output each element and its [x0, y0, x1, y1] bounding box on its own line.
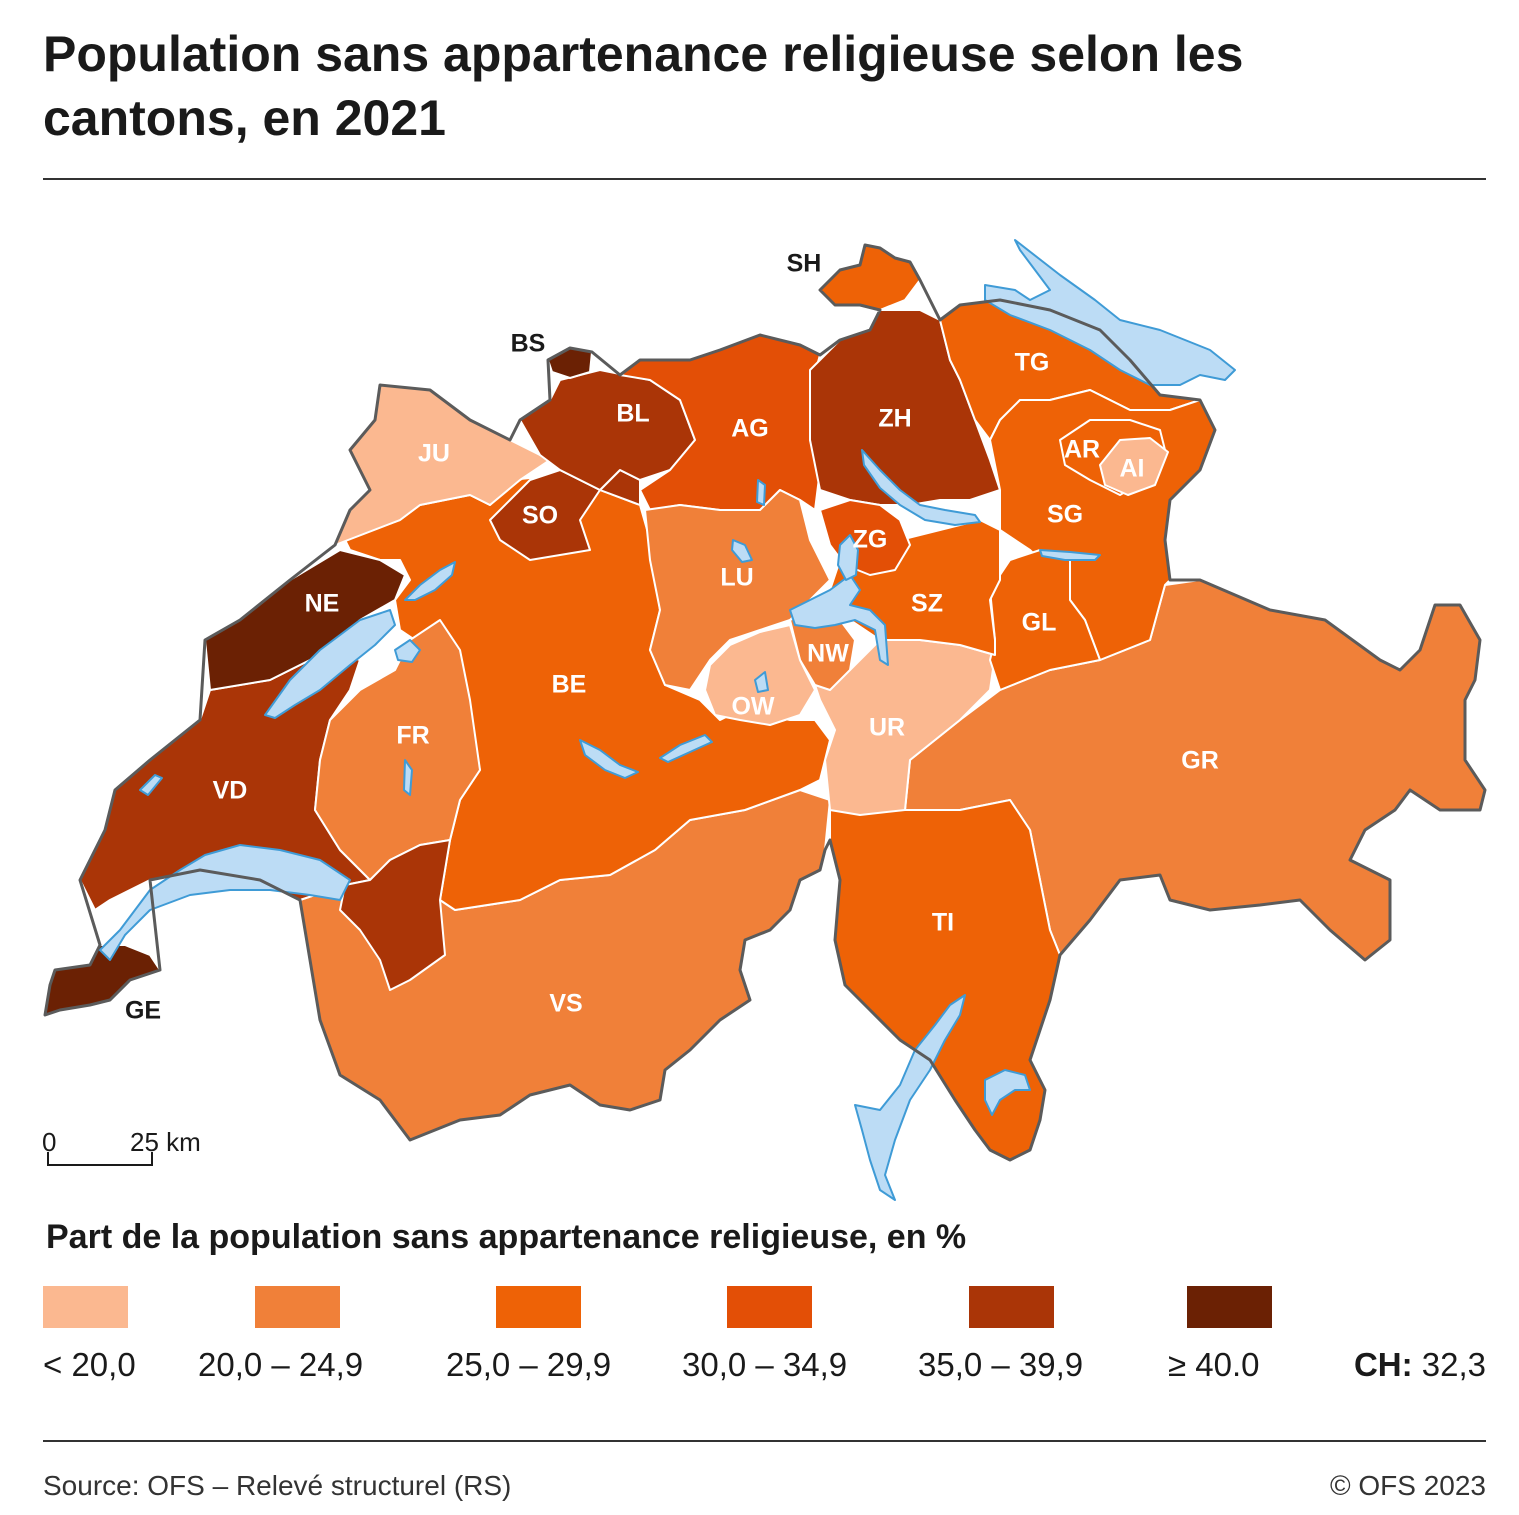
lake-maggiore	[854, 994, 966, 1201]
canton-label-be: BE	[552, 671, 587, 699]
lake-walen	[1039, 549, 1101, 561]
ch-value: 32,3	[1421, 1346, 1486, 1383]
lake-murten	[394, 639, 421, 663]
copyright: © OFS 2023	[1329, 1470, 1486, 1501]
lake-neuchatel	[264, 609, 396, 719]
bottom-divider	[43, 1440, 1486, 1442]
canton-label-so: SO	[522, 502, 558, 530]
national-border	[43, 243, 1487, 1162]
scale-bar: 0 25 km	[42, 1127, 201, 1166]
lake-lucerne	[789, 574, 889, 666]
legend-swatch	[43, 1286, 128, 1328]
lake-thun	[579, 739, 639, 779]
legend-label: 30,0 – 34,9	[682, 1346, 848, 1383]
canton-labels: SH BS BL JU SO AG ZH TG AR AI SG NE LU ZG SZ GL BE NW OW UR…	[125, 250, 1219, 1025]
source-note: Source: OFS – Relevé structurel (RS)	[43, 1470, 512, 1501]
canton-so	[489, 469, 641, 561]
canton-label-bl: BL	[616, 400, 649, 428]
canton-sh	[819, 244, 921, 311]
ch-average: CH: 32,3	[1354, 1346, 1486, 1384]
legend-swatch	[727, 1286, 812, 1328]
canton-label-zg: ZG	[853, 526, 888, 554]
lake-zurich	[861, 449, 981, 526]
canton-label-ag: AG	[731, 415, 769, 443]
canton-gl	[989, 549, 1101, 691]
lake-joux	[139, 774, 163, 796]
scale-start: 0	[42, 1127, 56, 1157]
canton-label-ne: NE	[305, 590, 340, 618]
canton-label-ti: TI	[932, 909, 954, 937]
legend-swatch	[969, 1286, 1054, 1328]
lake-constance	[984, 239, 1236, 386]
lake-sempach	[731, 539, 753, 563]
canton-label-sz: SZ	[911, 590, 943, 618]
legend-label: 20,0 – 24,9	[198, 1346, 364, 1383]
canton-label-nw: NW	[807, 640, 849, 668]
canton-ai	[1099, 437, 1169, 496]
lake-zug	[837, 534, 859, 581]
canton-label-gl: GL	[1022, 609, 1057, 637]
ch-label: CH:	[1353, 1346, 1413, 1383]
canton-label-gr: GR	[1181, 747, 1219, 775]
lake-hallwil	[756, 479, 766, 506]
lake-geneva	[99, 844, 351, 961]
scale-end: 25 km	[130, 1127, 201, 1157]
map-title: Population sans appartenance religieuse …	[43, 26, 1244, 146]
canton-label-ar: AR	[1064, 436, 1100, 464]
lake-gruyere	[403, 759, 413, 796]
canton-label-ur: UR	[869, 714, 905, 742]
canton-label-sg: SG	[1047, 501, 1083, 529]
switzerland-map: SH BS BL JU SO AG ZH TG AR AI SG NE LU ZG SZ GL BE NW OW UR…	[42, 239, 1487, 1201]
canton-label-ai: AI	[1120, 455, 1145, 483]
legend-swatch	[1187, 1286, 1272, 1328]
canton-label-ge: GE	[125, 997, 161, 1025]
lake-biel	[404, 561, 456, 601]
canton-label-ju: JU	[418, 440, 450, 468]
legend-swatch	[255, 1286, 340, 1328]
canton-vd-broye	[339, 839, 451, 991]
canton-label-sh: SH	[787, 250, 822, 278]
top-divider	[43, 178, 1486, 180]
canton-label-ow: OW	[731, 693, 774, 721]
legend-label: < 20,0	[43, 1346, 136, 1383]
lake-brienz	[659, 734, 713, 763]
canton-label-bs: BS	[511, 330, 546, 358]
legend-label: 25,0 – 29,9	[446, 1346, 612, 1383]
canton-label-fr: FR	[396, 722, 429, 750]
canton-bs	[547, 347, 593, 379]
canton-label-vs: VS	[549, 990, 582, 1018]
lake-lugano	[984, 1069, 1031, 1116]
legend-title: Part de la population sans appartenance …	[46, 1218, 967, 1256]
canton-label-lu: LU	[720, 564, 753, 592]
lake-sarnen	[754, 671, 769, 693]
legend-label: ≥ 40.0	[1168, 1346, 1260, 1383]
legend-label: 35,0 – 39,9	[918, 1346, 1084, 1383]
legend-swatch	[496, 1286, 581, 1328]
canton-label-zh: ZH	[878, 405, 911, 433]
canton-label-tg: TG	[1015, 349, 1050, 377]
canton-label-vd: VD	[213, 777, 248, 805]
